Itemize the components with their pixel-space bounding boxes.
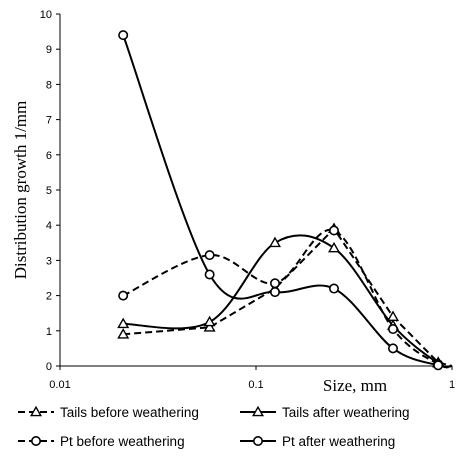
y-tick-label: 7 <box>46 115 52 127</box>
series-3-point <box>269 278 280 289</box>
series-2-point <box>327 241 341 253</box>
legend-marker <box>30 435 41 446</box>
x-tick-label: 1 <box>449 379 455 391</box>
x-tick-label: 0.01 <box>49 379 70 391</box>
legend-marker <box>29 405 43 417</box>
y-tick-label: 4 <box>46 220 52 232</box>
y-tick-label: 3 <box>46 255 52 267</box>
series-4-point <box>328 283 339 294</box>
legend-label: Pt before weathering <box>60 434 185 449</box>
series-line-4 <box>122 34 453 368</box>
y-tick-label: 10 <box>40 9 52 21</box>
legend-item-4: Pt after weathering <box>240 434 395 449</box>
series-2-point <box>268 236 282 248</box>
series-4-point <box>204 269 215 280</box>
y-tick-label: 5 <box>46 185 52 197</box>
y-tick-label: 0 <box>46 361 52 373</box>
y-tick-label: 1 <box>46 326 52 338</box>
y-tick-label: 6 <box>46 150 52 162</box>
y-tick-label: 9 <box>46 44 52 56</box>
series-line-2 <box>123 234 453 368</box>
series-4-point <box>118 30 129 41</box>
y-tick-label: 8 <box>46 79 52 91</box>
legend-item-1: Tails before weathering <box>18 405 199 420</box>
series-2-point <box>203 315 216 327</box>
series-4-point <box>433 360 444 371</box>
x-tick-label: 0.1 <box>248 379 263 391</box>
y-tick-label: 2 <box>46 291 52 303</box>
legend-label: Tails after weathering <box>282 405 410 420</box>
series-3-point <box>118 290 129 301</box>
legend-label: Pt after weathering <box>282 434 395 449</box>
legend-label: Tails before weathering <box>60 405 199 420</box>
series-4-point <box>269 287 280 298</box>
plot-area: 0 1 2 3 4 5 6 7 8 9 10 0.01 0.1 1 <box>40 9 455 391</box>
legend-marker <box>253 435 264 446</box>
legend: Tails before weathering Tails after weath… <box>18 405 410 449</box>
series-4-point <box>387 343 398 354</box>
series-1-point <box>117 328 130 339</box>
series-3-point <box>204 250 215 261</box>
series-line-1 <box>123 227 453 367</box>
legend-marker <box>251 405 265 417</box>
series-3-point <box>387 324 398 335</box>
series-line-3 <box>122 228 453 369</box>
series-2-point <box>117 317 130 329</box>
series-1-point <box>203 321 216 332</box>
x-axis-label: Size, mm <box>323 376 387 395</box>
legend-item-2: Tails after weathering <box>240 405 410 420</box>
legend-item-3: Pt before weathering <box>18 434 185 449</box>
y-axis-label: Distribution growth 1/mm <box>11 101 30 280</box>
series-3-point <box>328 225 339 236</box>
